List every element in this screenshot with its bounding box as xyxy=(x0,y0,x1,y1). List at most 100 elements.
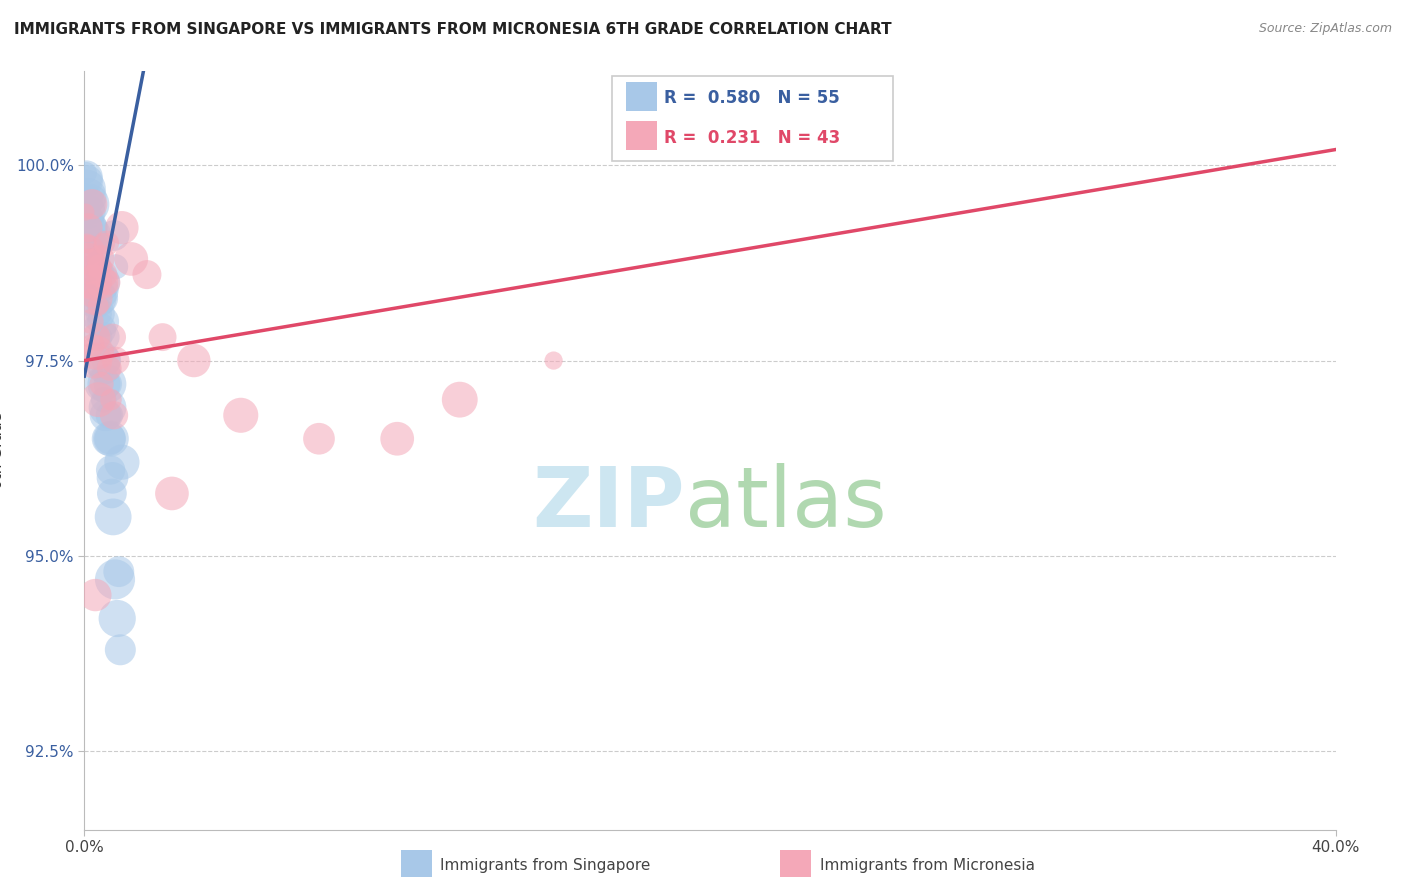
Point xyxy=(82,228,104,243)
Point xyxy=(82,197,104,211)
Text: Immigrants from Singapore: Immigrants from Singapore xyxy=(440,858,651,872)
Point xyxy=(93,330,115,344)
Point xyxy=(76,236,98,251)
Text: atlas: atlas xyxy=(685,463,887,544)
Point xyxy=(82,338,104,352)
Point xyxy=(111,220,134,235)
Point xyxy=(77,189,100,203)
Point xyxy=(76,194,98,208)
Text: Source: ZipAtlas.com: Source: ZipAtlas.com xyxy=(1258,22,1392,36)
Point xyxy=(84,283,107,297)
Point xyxy=(84,291,107,305)
Point xyxy=(77,220,100,235)
Point xyxy=(96,236,118,251)
Point xyxy=(104,573,127,587)
Point xyxy=(97,276,120,290)
Point xyxy=(83,276,105,290)
Point xyxy=(80,220,103,235)
Point xyxy=(77,197,100,211)
Point xyxy=(543,353,565,368)
Text: R =  0.580   N = 55: R = 0.580 N = 55 xyxy=(664,89,839,107)
Point xyxy=(93,392,115,407)
Point xyxy=(86,236,108,251)
Point xyxy=(80,236,103,251)
Point xyxy=(103,228,125,243)
Point xyxy=(90,377,112,392)
Point xyxy=(98,432,121,446)
Point xyxy=(79,276,101,290)
Point xyxy=(90,252,112,266)
Y-axis label: 6th Grade: 6th Grade xyxy=(0,412,4,489)
Point xyxy=(93,236,115,251)
Point xyxy=(84,260,107,274)
Point xyxy=(87,283,110,297)
Point xyxy=(82,252,104,266)
Point xyxy=(97,432,120,446)
Text: IMMIGRANTS FROM SINGAPORE VS IMMIGRANTS FROM MICRONESIA 6TH GRADE CORRELATION CH: IMMIGRANTS FROM SINGAPORE VS IMMIGRANTS … xyxy=(14,22,891,37)
Point xyxy=(100,432,122,446)
Point xyxy=(84,291,107,305)
Point xyxy=(100,463,122,477)
Point xyxy=(104,353,127,368)
Text: ZIP: ZIP xyxy=(533,463,685,544)
Point xyxy=(93,361,115,376)
Point xyxy=(385,432,409,446)
Point xyxy=(98,361,121,376)
Point xyxy=(96,353,118,368)
Point xyxy=(111,455,134,469)
Point xyxy=(449,392,471,407)
Point xyxy=(160,486,183,500)
Point xyxy=(83,220,105,235)
Point xyxy=(96,377,118,392)
Point xyxy=(229,409,252,423)
Point xyxy=(136,268,159,282)
Point xyxy=(79,205,101,219)
Point xyxy=(110,642,132,657)
Point xyxy=(76,174,98,188)
Point xyxy=(98,409,121,423)
Point xyxy=(75,205,97,219)
Point xyxy=(120,252,142,266)
Point xyxy=(87,307,110,321)
Point xyxy=(76,181,98,195)
Point xyxy=(75,169,97,184)
Point xyxy=(100,392,122,407)
Point xyxy=(87,299,110,313)
Point xyxy=(84,330,107,344)
Point xyxy=(84,588,107,602)
Text: R =  0.231   N = 43: R = 0.231 N = 43 xyxy=(664,128,839,146)
Point xyxy=(86,345,108,359)
Point xyxy=(101,509,124,524)
Point xyxy=(104,260,127,274)
Point xyxy=(82,244,104,259)
Point xyxy=(101,471,124,485)
Point xyxy=(80,314,103,328)
Point xyxy=(79,205,101,219)
Point xyxy=(101,486,124,500)
Point xyxy=(103,409,125,423)
Point xyxy=(83,353,105,368)
Point xyxy=(89,322,111,336)
Point xyxy=(101,330,124,344)
Point xyxy=(90,291,112,305)
Point xyxy=(77,244,100,259)
Point xyxy=(308,432,330,446)
Point xyxy=(83,268,105,282)
Point xyxy=(183,353,205,368)
Point xyxy=(79,212,101,227)
Point xyxy=(91,377,114,392)
Point xyxy=(96,401,118,415)
Point xyxy=(90,276,112,290)
Point xyxy=(105,611,128,625)
Point xyxy=(79,291,101,305)
Point xyxy=(89,276,111,290)
Point xyxy=(91,314,114,328)
Point xyxy=(90,330,112,344)
Point xyxy=(77,197,100,211)
Point xyxy=(87,392,110,407)
Text: Immigrants from Micronesia: Immigrants from Micronesia xyxy=(820,858,1035,872)
Point xyxy=(75,166,97,180)
Point xyxy=(91,268,114,282)
Point xyxy=(94,409,117,423)
Point xyxy=(89,260,111,274)
